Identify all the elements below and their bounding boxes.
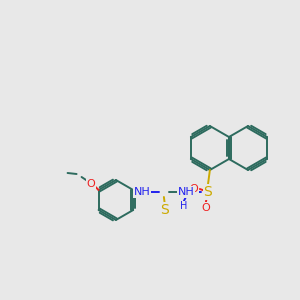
Text: S: S: [203, 185, 212, 199]
Text: NH: NH: [134, 187, 150, 197]
Text: O: O: [190, 184, 198, 194]
Text: NH: NH: [178, 187, 194, 197]
Text: H: H: [180, 201, 188, 211]
Text: S: S: [160, 203, 169, 217]
Text: O: O: [202, 203, 210, 213]
Text: O: O: [86, 179, 95, 189]
